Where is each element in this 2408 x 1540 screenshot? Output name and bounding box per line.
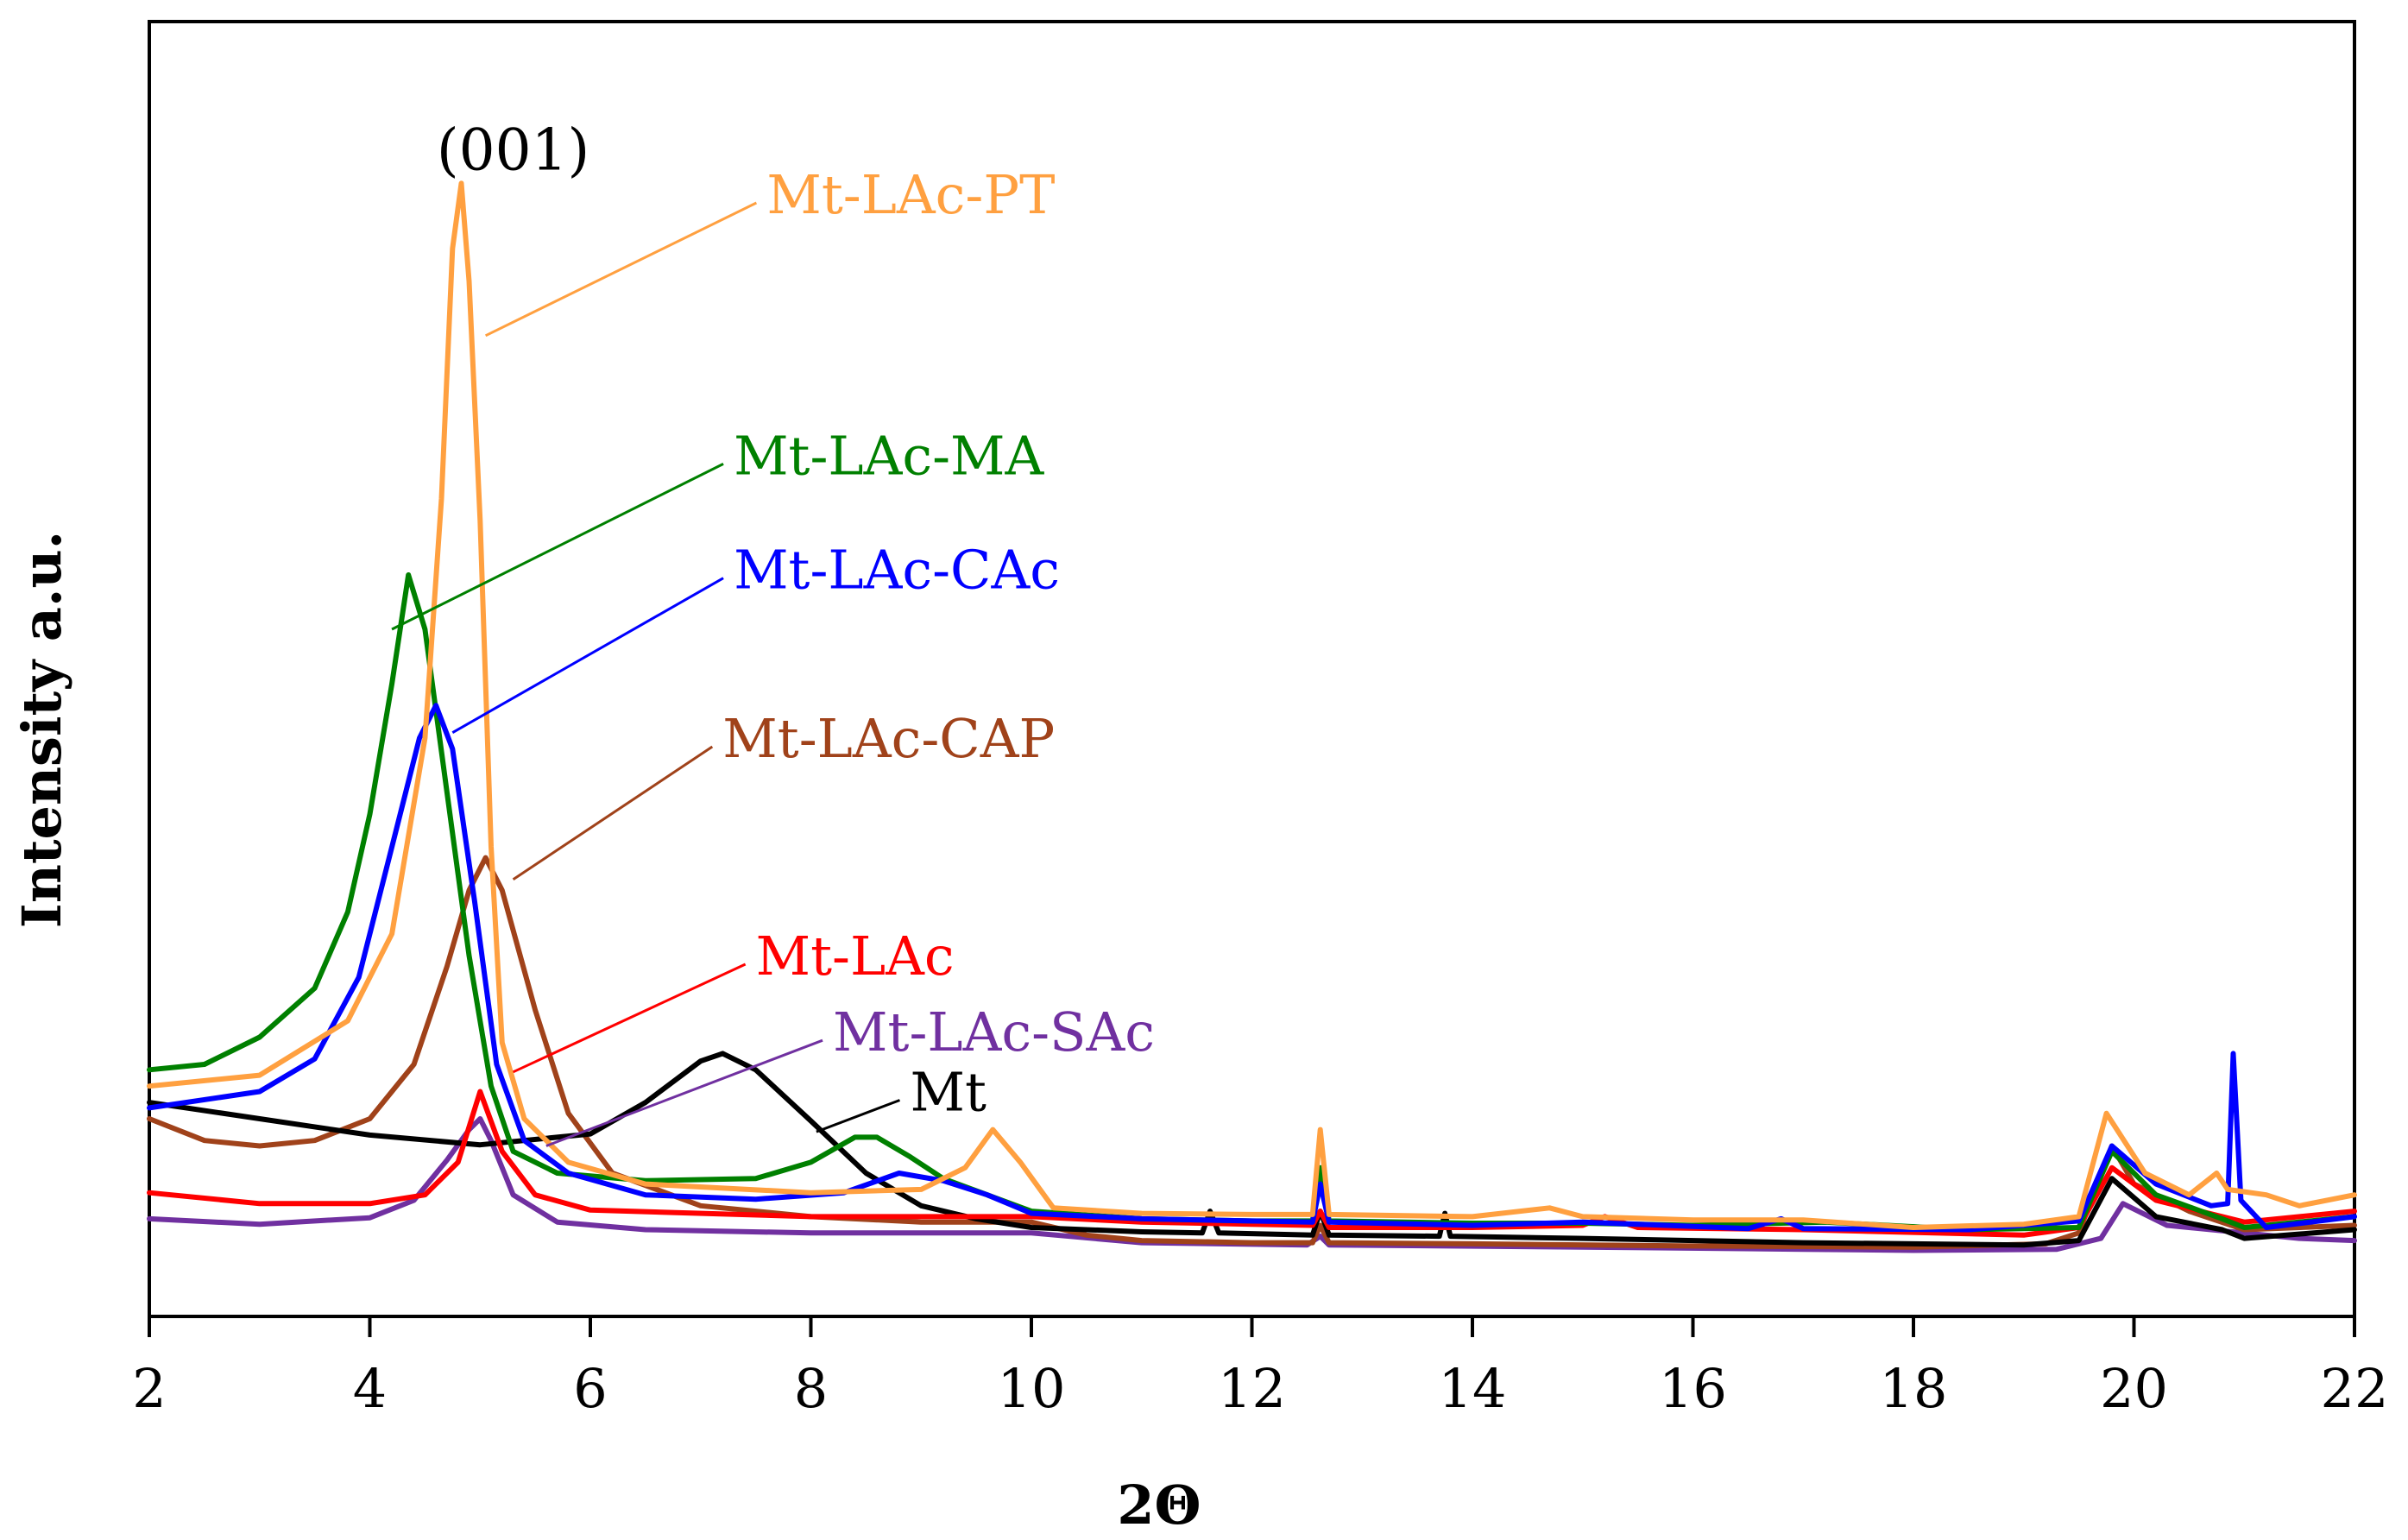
series-line-mt-lac-cac	[147, 703, 2357, 1233]
peak-annotation-001: (001)	[437, 117, 589, 184]
series-line-mt-lac-pt	[147, 180, 2357, 1230]
leader-line-mt-lac-cap	[512, 745, 714, 881]
x-tick-label: 10	[998, 1357, 1066, 1420]
series-label-mt-lac-ma: Mt-LAc-MA	[734, 424, 1044, 487]
x-tick-label: 6	[573, 1357, 607, 1420]
x-ticks: 2 4 6 8 10 12 14 16 18 20 22	[132, 1316, 2388, 1420]
x-tick-label: 18	[1880, 1357, 1948, 1420]
series-line-mt	[147, 1051, 2357, 1248]
series-label-mt-lac-cac: Mt-LAc-CAc	[734, 539, 1060, 602]
x-tick-label: 4	[353, 1357, 387, 1420]
leader-line-mt-lac-sac	[545, 1038, 823, 1147]
x-tick-label: 8	[794, 1357, 828, 1420]
series-labels: Mt-LAc-SAc Mt-LAc-CAP Mt Mt-LAc Mt-LAc-MA Mt-…	[722, 163, 1155, 1124]
x-tick-label: 22	[2321, 1357, 2389, 1420]
leader-line-mt-lac	[512, 962, 747, 1074]
x-tick-label: 20	[2100, 1357, 2168, 1420]
series-label-mt: Mt	[910, 1061, 986, 1124]
leader-line-mt-lac-ma	[391, 463, 724, 631]
x-tick-label: 14	[1439, 1357, 1507, 1420]
series-line-mt-lac-ma	[147, 572, 2357, 1233]
series-label-mt-lac-sac: Mt-LAc-SAc	[833, 1000, 1155, 1063]
series-label-mt-lac-pt: Mt-LAc-PT	[766, 163, 1055, 226]
leader-lines	[391, 201, 901, 1147]
series-line-mt-lac-cap	[147, 855, 2357, 1250]
leader-line-mt	[816, 1099, 901, 1133]
x-tick-label: 12	[1218, 1357, 1286, 1420]
x-tick-label: 2	[132, 1357, 166, 1420]
leader-line-mt-lac-pt	[484, 201, 758, 338]
x-tick-label: 16	[1659, 1357, 1727, 1420]
leader-line-mt-lac-cac	[451, 577, 724, 735]
y-axis-title: Intensity a.u.	[10, 531, 73, 928]
x-axis-title: 2Θ	[1117, 1474, 1201, 1537]
series-layer	[147, 180, 2357, 1253]
series-label-mt-lac-cap: Mt-LAc-CAP	[722, 707, 1055, 770]
series-label-mt-lac: Mt-LAc	[756, 925, 955, 988]
